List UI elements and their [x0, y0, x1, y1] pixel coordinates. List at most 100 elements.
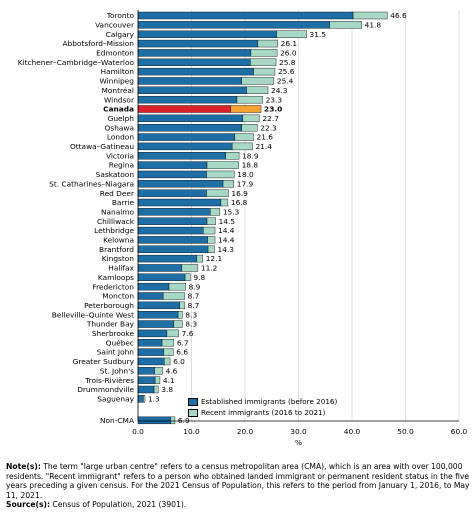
immigrant-share-bar-chart: Toronto 46.6 Vancouver 41.8 Calgary 31.5 Abbot…: [18, 10, 468, 447]
bar-established-toronto: [137, 11, 354, 20]
bar-established-greater-sudbury: [137, 357, 165, 366]
bar-recent-guelph: [242, 114, 260, 123]
source-text: Census of Population, 2021 (3901).: [52, 500, 187, 510]
category-label-kingston: Kingston: [102, 254, 135, 263]
category-label-saguenay: Saguenay: [97, 394, 134, 403]
bar-recent-fredericton: [168, 282, 186, 291]
total-label-fredericton: 8.9: [189, 282, 201, 291]
x-axis: 0.0 10.0 20.0 30.0 40.0 50.0 60.0%: [132, 10, 468, 447]
bar-established-red-deer: [137, 189, 207, 197]
category-label-greater-sudbury: Greater Sudbury: [73, 357, 135, 366]
category-label-windsor: Windsor: [104, 95, 135, 104]
total-label-drummondville: 3.8: [161, 385, 173, 394]
legend-swatch-established: [188, 398, 198, 406]
bar-established-st-john-s: [137, 367, 155, 375]
category-label-thunder-bay: Thunder Bay: [86, 320, 135, 329]
category-label-st-john-s: St. John's: [100, 366, 134, 375]
total-label-saguenay: 1.3: [148, 394, 160, 403]
bar-recent-london: [234, 133, 254, 141]
total-label-red-deer: 16.9: [231, 189, 248, 198]
total-label-vancouver: 41.8: [365, 20, 382, 29]
bar-recent-montr-al: [246, 86, 269, 95]
total-label-trois-rivi-res: 4.1: [163, 376, 175, 385]
bar-established-belleville-quinte-west: [137, 311, 179, 319]
bar-recent-kamloops: [184, 273, 191, 281]
total-label-st-john-s: 4.6: [166, 366, 178, 375]
total-label-kelowna: 14.4: [218, 236, 235, 245]
bar-recent-moncton: [162, 292, 185, 300]
total-label-belleville-quinte-west: 8.3: [185, 310, 197, 319]
bar-established-oshawa: [137, 123, 242, 132]
bar-recent-vancouver: [329, 21, 362, 29]
category-label-kelowna: Kelowna: [103, 236, 134, 245]
bar-recent-red-deer: [206, 189, 229, 197]
bar-established-fredericton: [137, 282, 170, 291]
total-label-montr-al: 24.3: [271, 86, 288, 95]
bar-recent-ottawa-gatineau: [231, 142, 253, 151]
bar-recent-saguenay: [143, 395, 146, 403]
bars-group: [137, 11, 388, 425]
bar-established-halifax: [137, 264, 183, 272]
category-label-montr-al: Montréal: [102, 86, 135, 95]
bar-established-victoria: [137, 152, 226, 160]
x-tick-label-6: 60.0: [451, 427, 468, 436]
category-label-winnipeg: Winnipeg: [99, 77, 134, 86]
bar-recent-toronto: [352, 11, 388, 20]
total-label-moncton: 8.7: [188, 292, 200, 301]
category-label-canada: Canada: [103, 105, 134, 114]
legend-item-established: Established immigrants (before 2016): [188, 397, 337, 407]
category-label-guelph: Guelph: [108, 114, 135, 123]
category-label-lethbridge: Lethbridge: [94, 226, 134, 235]
bar-recent-non-cma: [170, 416, 176, 425]
source-label: Source(s):: [6, 500, 50, 510]
bar-established-ottawa-gatineau: [137, 142, 233, 151]
bar-established-calgary: [137, 30, 277, 38]
total-label-london: 21.6: [257, 133, 274, 142]
category-label-vancouver: Vancouver: [95, 20, 135, 29]
total-label-peterborough: 8.7: [188, 301, 200, 310]
bar-recent-qu-bec: [161, 339, 175, 347]
bar-recent-winnipeg: [241, 77, 275, 85]
bar-recent-kitchener-cambridge-waterloo: [250, 58, 277, 66]
total-label-kitchener-cambridge-waterloo: 25.8: [279, 58, 296, 67]
bar-established-regina: [137, 161, 208, 169]
x-tick-label-5: 50.0: [397, 427, 414, 436]
category-label-oshawa: Oshawa: [105, 123, 134, 132]
category-label-victoria: Victoria: [106, 151, 134, 160]
total-label-ottawa-gatineau: 21.4: [255, 142, 272, 151]
bar-established-brantford: [137, 245, 209, 253]
bar-established-london: [137, 133, 236, 141]
bar-established-hamilton: [137, 67, 254, 76]
total-label-hamilton: 25.6: [278, 67, 295, 76]
bar-established-sherbrooke: [137, 329, 168, 338]
total-label-lethbridge: 14.4: [218, 226, 235, 235]
bar-established-qu-bec: [137, 339, 163, 347]
category-label-regina: Regina: [109, 161, 134, 170]
category-label-halifax: Halifax: [108, 264, 134, 273]
total-label-kingston: 12.1: [206, 254, 223, 263]
total-label-toronto: 46.6: [390, 11, 407, 20]
bar-established-saguenay: [137, 395, 144, 403]
category-label-chilliwack: Chilliwack: [97, 217, 135, 226]
bar-established-kitchener-cambridge-waterloo: [137, 58, 251, 66]
bar-established-lethbridge: [137, 226, 204, 235]
bar-established-winnipeg: [137, 77, 242, 85]
bar-established-chilliwack: [137, 217, 208, 225]
category-label-calgary: Calgary: [106, 30, 135, 39]
category-label-drummondville: Drummondville: [77, 385, 134, 394]
total-label-non-cma: 6.9: [178, 416, 190, 425]
bar-recent-brantford: [207, 245, 215, 253]
bar-recent-victoria: [225, 152, 240, 160]
chart-notes: Note(s): The term "large urban centre" r…: [6, 462, 470, 510]
bar-recent-halifax: [181, 264, 199, 272]
bar-established-abbotsford-mission: [137, 39, 259, 48]
category-label-toronto: Toronto: [106, 11, 135, 20]
bar-recent-regina: [206, 161, 239, 169]
bar-recent-kingston: [196, 254, 203, 263]
legend-label-established: Established immigrants (before 2016): [201, 397, 338, 406]
category-label-qu-bec: Québec: [106, 338, 134, 347]
total-label-saint-john: 6.6: [176, 348, 188, 357]
total-label-nanaimo: 15.3: [223, 207, 240, 216]
bar-recent-kelowna: [207, 236, 216, 244]
bar-recent-barrie: [220, 198, 229, 207]
